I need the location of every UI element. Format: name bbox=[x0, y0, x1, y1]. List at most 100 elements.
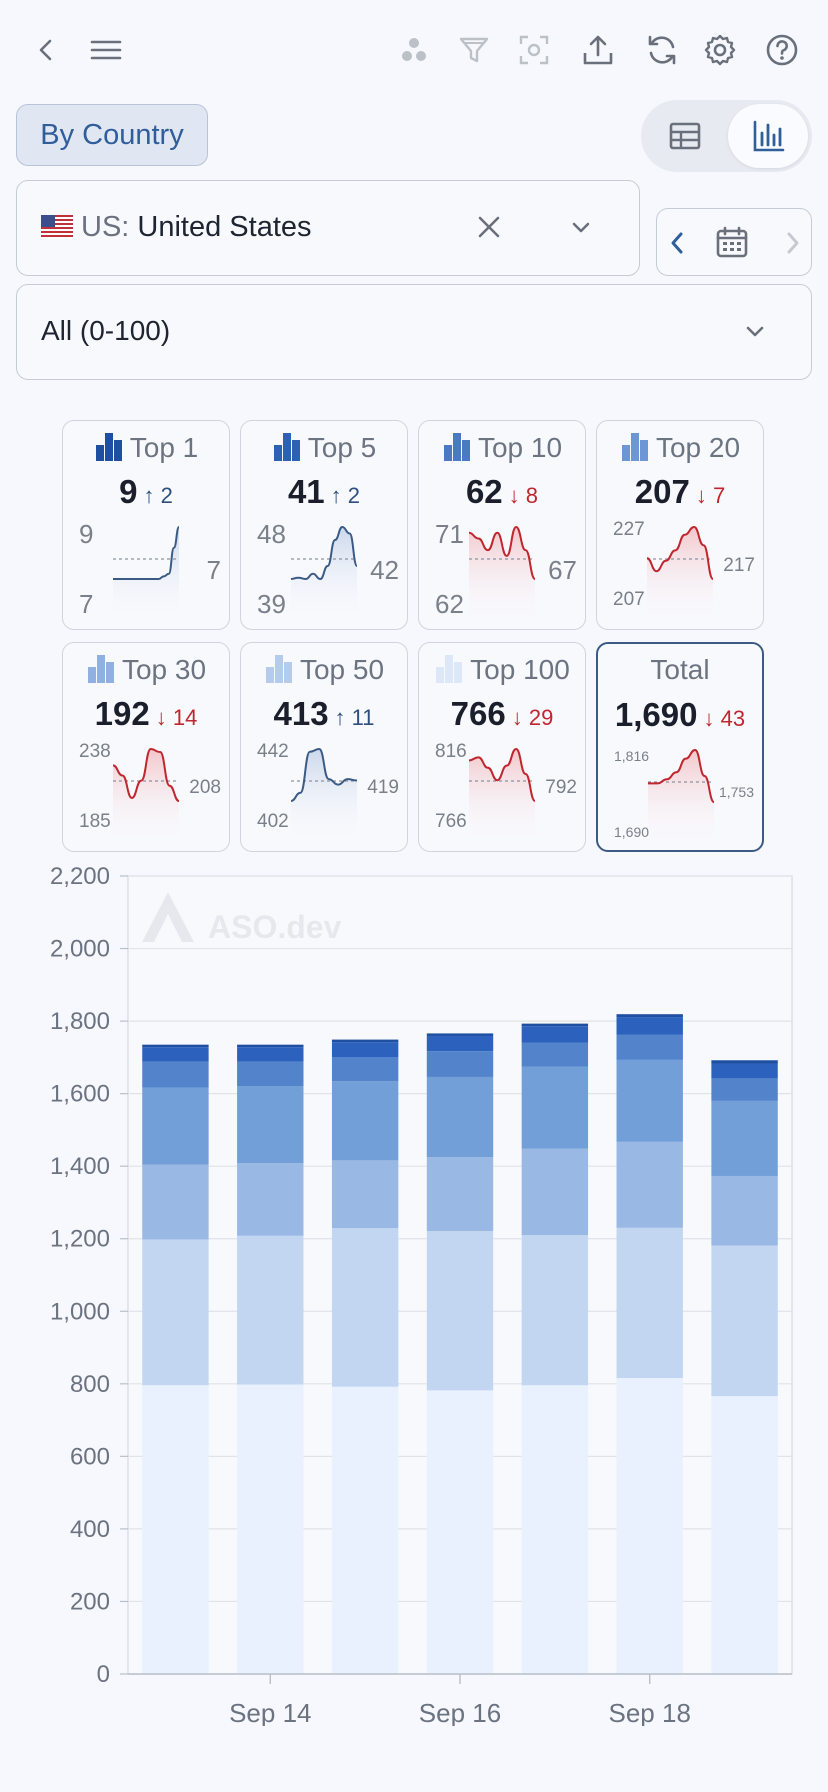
bar-chart-icon bbox=[436, 655, 463, 683]
bar-segment bbox=[711, 1175, 778, 1246]
sparkline bbox=[468, 525, 536, 623]
chart-view-button[interactable] bbox=[728, 104, 808, 168]
back-icon[interactable] bbox=[24, 28, 68, 72]
card-title: Top 1 bbox=[63, 431, 229, 464]
bar-segment bbox=[331, 1039, 399, 1043]
calendar-icon[interactable] bbox=[715, 225, 749, 259]
chevron-down-icon[interactable] bbox=[743, 319, 767, 343]
card-max-label: 227 bbox=[613, 519, 645, 540]
bar-segment bbox=[142, 1164, 209, 1240]
metric-card-top-10[interactable]: Top 10 62 ↓ 8 71 62 67 bbox=[418, 420, 586, 630]
bar-segment bbox=[426, 1157, 494, 1232]
bar-segment bbox=[426, 1051, 494, 1077]
bar-segment bbox=[616, 1014, 683, 1018]
bar-segment bbox=[237, 1163, 304, 1236]
by-country-label: By Country bbox=[40, 118, 184, 151]
sparkline bbox=[468, 747, 536, 845]
bar-segment bbox=[331, 1228, 399, 1387]
settings-icon[interactable] bbox=[698, 28, 742, 72]
bar-chart-icon bbox=[273, 433, 300, 461]
bar-segment bbox=[616, 1378, 683, 1674]
y-tick-label: 200 bbox=[70, 1588, 110, 1615]
card-value: 41 ↑ 2 bbox=[241, 473, 407, 511]
card-value-number: 41 bbox=[287, 473, 325, 510]
y-tick-label: 400 bbox=[70, 1516, 110, 1543]
chevron-right-icon[interactable] bbox=[781, 229, 805, 257]
bar-segment bbox=[521, 1042, 589, 1067]
bar-chart-icon bbox=[87, 655, 114, 683]
refresh-icon[interactable] bbox=[640, 28, 684, 72]
export-icon[interactable] bbox=[576, 28, 620, 72]
bar-segment bbox=[237, 1086, 304, 1164]
card-last-label: 792 bbox=[545, 777, 577, 798]
bar-segment bbox=[331, 1057, 399, 1082]
card-last-label: 67 bbox=[548, 555, 577, 585]
table-view-button[interactable] bbox=[645, 104, 725, 168]
bar-segment bbox=[521, 1026, 589, 1043]
bar-segment bbox=[426, 1390, 494, 1674]
card-last-label: 208 bbox=[189, 777, 221, 798]
rank-range-select[interactable]: All (0-100) bbox=[16, 284, 812, 380]
by-country-button[interactable]: By Country bbox=[16, 104, 208, 166]
country-code: US: bbox=[81, 211, 130, 243]
country-name: United States bbox=[137, 211, 312, 243]
chevron-down-icon[interactable] bbox=[569, 215, 593, 239]
sparkline bbox=[290, 525, 358, 623]
card-last-label: 217 bbox=[723, 555, 755, 576]
card-min-label: 402 bbox=[257, 811, 289, 832]
card-value-number: 9 bbox=[119, 473, 138, 510]
card-title: Top 30 bbox=[63, 653, 229, 686]
segments-icon[interactable] bbox=[392, 28, 436, 72]
y-tick-label: 1,000 bbox=[50, 1298, 110, 1325]
card-value-number: 62 bbox=[465, 473, 503, 510]
filter-icon[interactable] bbox=[452, 28, 496, 72]
country-select[interactable]: US: United States bbox=[16, 180, 640, 276]
sparkline-line bbox=[113, 526, 180, 580]
card-delta: ↓ 43 bbox=[703, 706, 746, 731]
menu-icon[interactable] bbox=[84, 28, 128, 72]
card-delta: ↓ 29 bbox=[511, 705, 554, 730]
watermark-text: ASO.dev bbox=[208, 909, 342, 945]
sparkline-line bbox=[468, 747, 536, 802]
card-title: Top 50 bbox=[241, 653, 407, 686]
bar-chart-icon bbox=[265, 655, 292, 683]
card-min-label: 7 bbox=[79, 589, 94, 619]
y-tick-label: 1,600 bbox=[50, 1081, 110, 1108]
metric-card-total[interactable]: Total 1,690 ↓ 43 1,816 1,690 1,753 bbox=[596, 642, 764, 852]
bar-segment bbox=[142, 1047, 209, 1062]
card-last-label: 42 bbox=[370, 555, 399, 585]
metric-card-top-30[interactable]: Top 30 192 ↓ 14 238 185 208 bbox=[62, 642, 230, 852]
bar-segment bbox=[521, 1235, 589, 1386]
x-tick-label: Sep 14 bbox=[229, 1698, 311, 1726]
bar-segment bbox=[142, 1239, 209, 1386]
bar-segment bbox=[711, 1063, 778, 1079]
help-icon[interactable] bbox=[760, 28, 804, 72]
card-last-label: 419 bbox=[367, 777, 399, 798]
bar-segment bbox=[426, 1033, 494, 1036]
x-tick-label: Sep 16 bbox=[419, 1698, 501, 1726]
card-title: Top 20 bbox=[597, 431, 763, 464]
bar-segment bbox=[331, 1386, 399, 1674]
card-max-label: 48 bbox=[257, 519, 286, 549]
card-min-label: 39 bbox=[257, 589, 286, 619]
clear-icon[interactable] bbox=[475, 213, 503, 241]
metric-card-top-100[interactable]: Top 100 766 ↓ 29 816 766 792 bbox=[418, 642, 586, 852]
card-value: 413 ↑ 11 bbox=[241, 695, 407, 733]
focus-icon[interactable] bbox=[512, 28, 556, 72]
card-value-number: 207 bbox=[634, 473, 690, 510]
metric-card-top-20[interactable]: Top 20 207 ↓ 7 227 207 217 bbox=[596, 420, 764, 630]
sparkline bbox=[112, 747, 180, 845]
metric-card-top-5[interactable]: Top 5 41 ↑ 2 48 39 42 bbox=[240, 420, 408, 630]
sparkline bbox=[646, 525, 714, 623]
card-max-label: 816 bbox=[435, 741, 467, 762]
bar-segment bbox=[521, 1385, 589, 1674]
bar-segment bbox=[142, 1061, 209, 1088]
aso-logo-icon bbox=[142, 892, 194, 942]
chevron-left-icon[interactable] bbox=[665, 229, 689, 257]
card-value-number: 766 bbox=[450, 695, 506, 732]
metric-card-top-50[interactable]: Top 50 413 ↑ 11 442 402 419 bbox=[240, 642, 408, 852]
sparkline bbox=[648, 748, 715, 846]
card-min-label: 1,690 bbox=[614, 824, 650, 840]
y-tick-label: 600 bbox=[70, 1443, 110, 1470]
